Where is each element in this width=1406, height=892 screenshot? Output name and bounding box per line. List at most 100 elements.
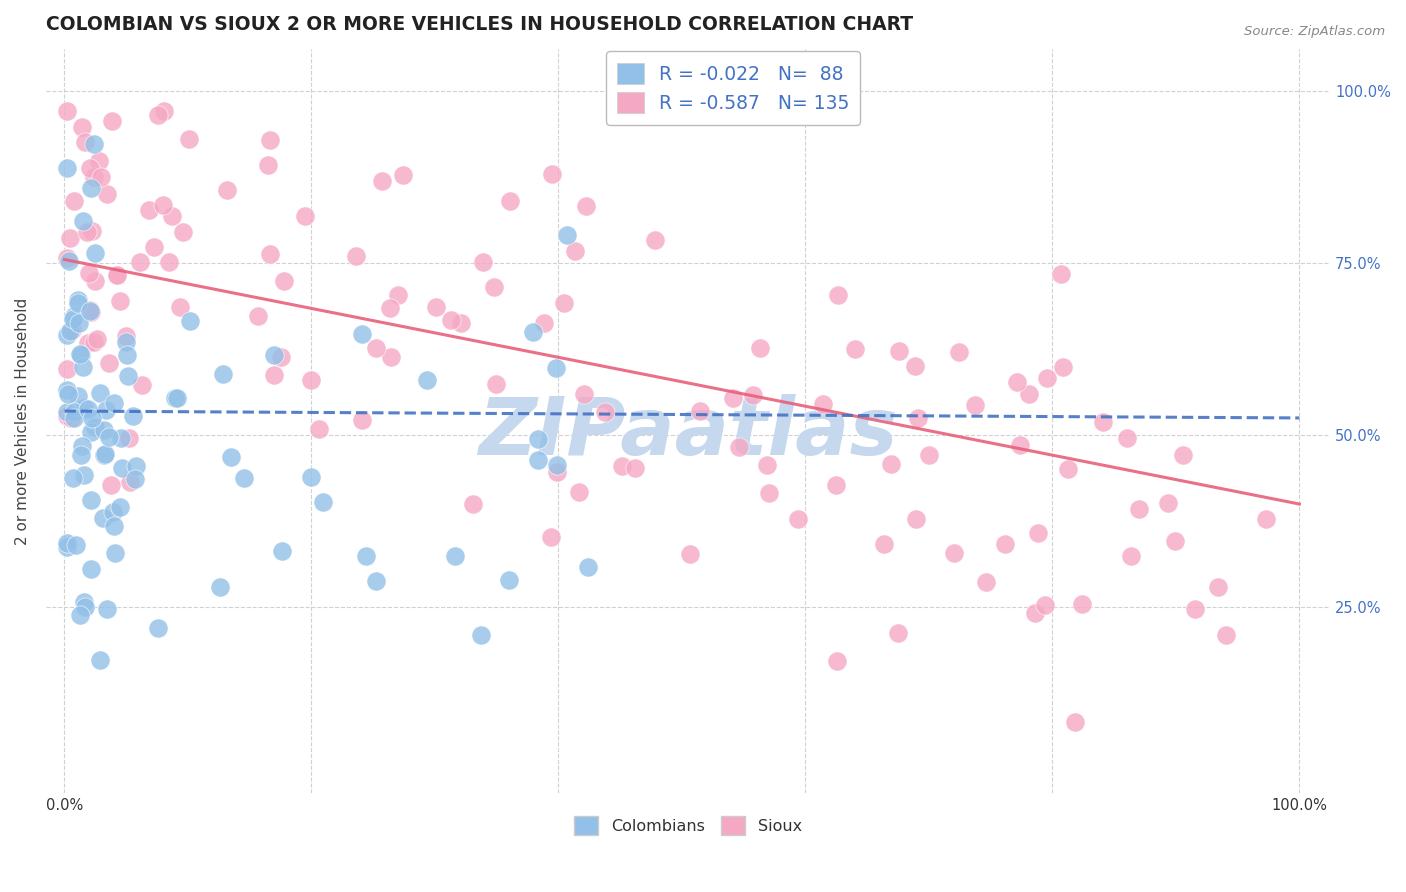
Point [1057,462,1080,476]
Point [350,327,373,342]
Point [83,170,105,185]
Point [91,511,114,525]
Point [463,497,485,511]
Point [1010,438,1032,452]
Point [844,342,866,356]
Point [86,332,108,346]
Point [918,448,941,462]
Point [1033,598,1056,612]
Point [533,316,555,330]
Point [62,312,84,326]
Point [904,359,927,373]
Point [880,457,903,471]
Point [103,395,125,409]
Point [59,230,82,244]
Point [484,280,506,294]
Point [179,314,201,328]
Point [259,247,281,261]
Point [73,595,96,609]
Point [89,386,111,401]
Point [294,209,316,223]
Point [387,288,409,302]
Point [1071,597,1094,611]
Point [118,431,141,445]
Point [79,266,101,280]
Point [749,341,772,355]
Point [472,254,495,268]
Point [63,411,86,425]
Point [157,255,180,269]
Point [827,288,849,302]
Point [80,425,103,440]
Point [148,621,170,635]
Point [115,348,138,362]
Point [364,574,387,588]
Point [108,500,131,515]
Point [79,161,101,176]
Point [72,214,94,228]
Point [1128,501,1150,516]
Point [371,174,394,188]
Point [232,471,254,485]
Point [56,386,79,401]
Point [1035,371,1057,385]
Point [70,120,93,135]
Point [564,244,586,258]
Point [125,459,148,474]
Point [87,154,110,169]
Point [1026,526,1049,541]
Point [80,410,103,425]
Point [392,168,415,182]
Point [97,356,120,370]
Point [56,362,79,376]
Point [742,388,765,402]
Point [108,293,131,308]
Point [98,430,121,444]
Point [546,465,568,479]
Point [172,225,194,239]
Point [568,484,591,499]
Point [344,249,367,263]
Point [96,602,118,616]
Point [58,253,80,268]
Point [103,519,125,533]
Point [270,350,292,364]
Point [557,227,579,242]
Point [103,505,125,519]
Point [366,341,388,355]
Point [163,392,186,406]
Point [907,410,929,425]
Point [76,225,98,239]
Point [67,293,90,307]
Point [56,405,79,419]
Point [522,325,544,339]
Point [56,536,79,550]
Point [72,359,94,374]
Point [755,458,778,473]
Point [80,562,103,576]
Point [177,132,200,146]
Point [93,423,115,437]
Point [146,108,169,122]
Legend: Colombians, Sioux: Colombians, Sioux [568,810,808,841]
Point [83,335,105,350]
Point [1049,267,1071,281]
Point [105,268,128,282]
Point [526,452,548,467]
Point [825,654,848,668]
Point [217,183,239,197]
Point [212,367,235,381]
Point [60,411,83,425]
Point [758,485,780,500]
Point [443,549,465,563]
Point [152,198,174,212]
Point [56,540,79,554]
Point [56,104,79,119]
Point [79,304,101,318]
Point [485,377,508,392]
Point [273,275,295,289]
Point [1018,386,1040,401]
Point [100,477,122,491]
Point [67,389,90,403]
Point [62,309,84,323]
